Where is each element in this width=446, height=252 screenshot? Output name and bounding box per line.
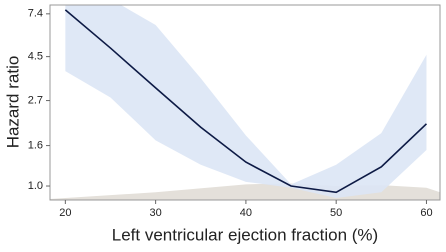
x-tick-label: 40 <box>240 207 252 219</box>
confidence-band <box>65 5 427 198</box>
x-tick-label: 60 <box>420 207 432 219</box>
y-tick-label: 2.7 <box>28 94 43 106</box>
hazard-line <box>64 9 428 194</box>
x-axis-title: Left ventricular ejection fraction (%) <box>112 225 378 244</box>
y-tick-label: 4.5 <box>28 51 43 63</box>
y-tick-label: 1.6 <box>28 139 43 151</box>
y-axis-title: Hazard ratio <box>3 56 22 149</box>
x-tick-label: 50 <box>330 207 342 219</box>
y-tick-label: 7.4 <box>28 8 43 20</box>
y-tick-label: 1.0 <box>28 180 43 192</box>
x-tick-label: 30 <box>150 207 162 219</box>
x-tick-label: 20 <box>59 207 71 219</box>
plot-area <box>50 5 440 200</box>
plot-frame <box>49 4 441 201</box>
